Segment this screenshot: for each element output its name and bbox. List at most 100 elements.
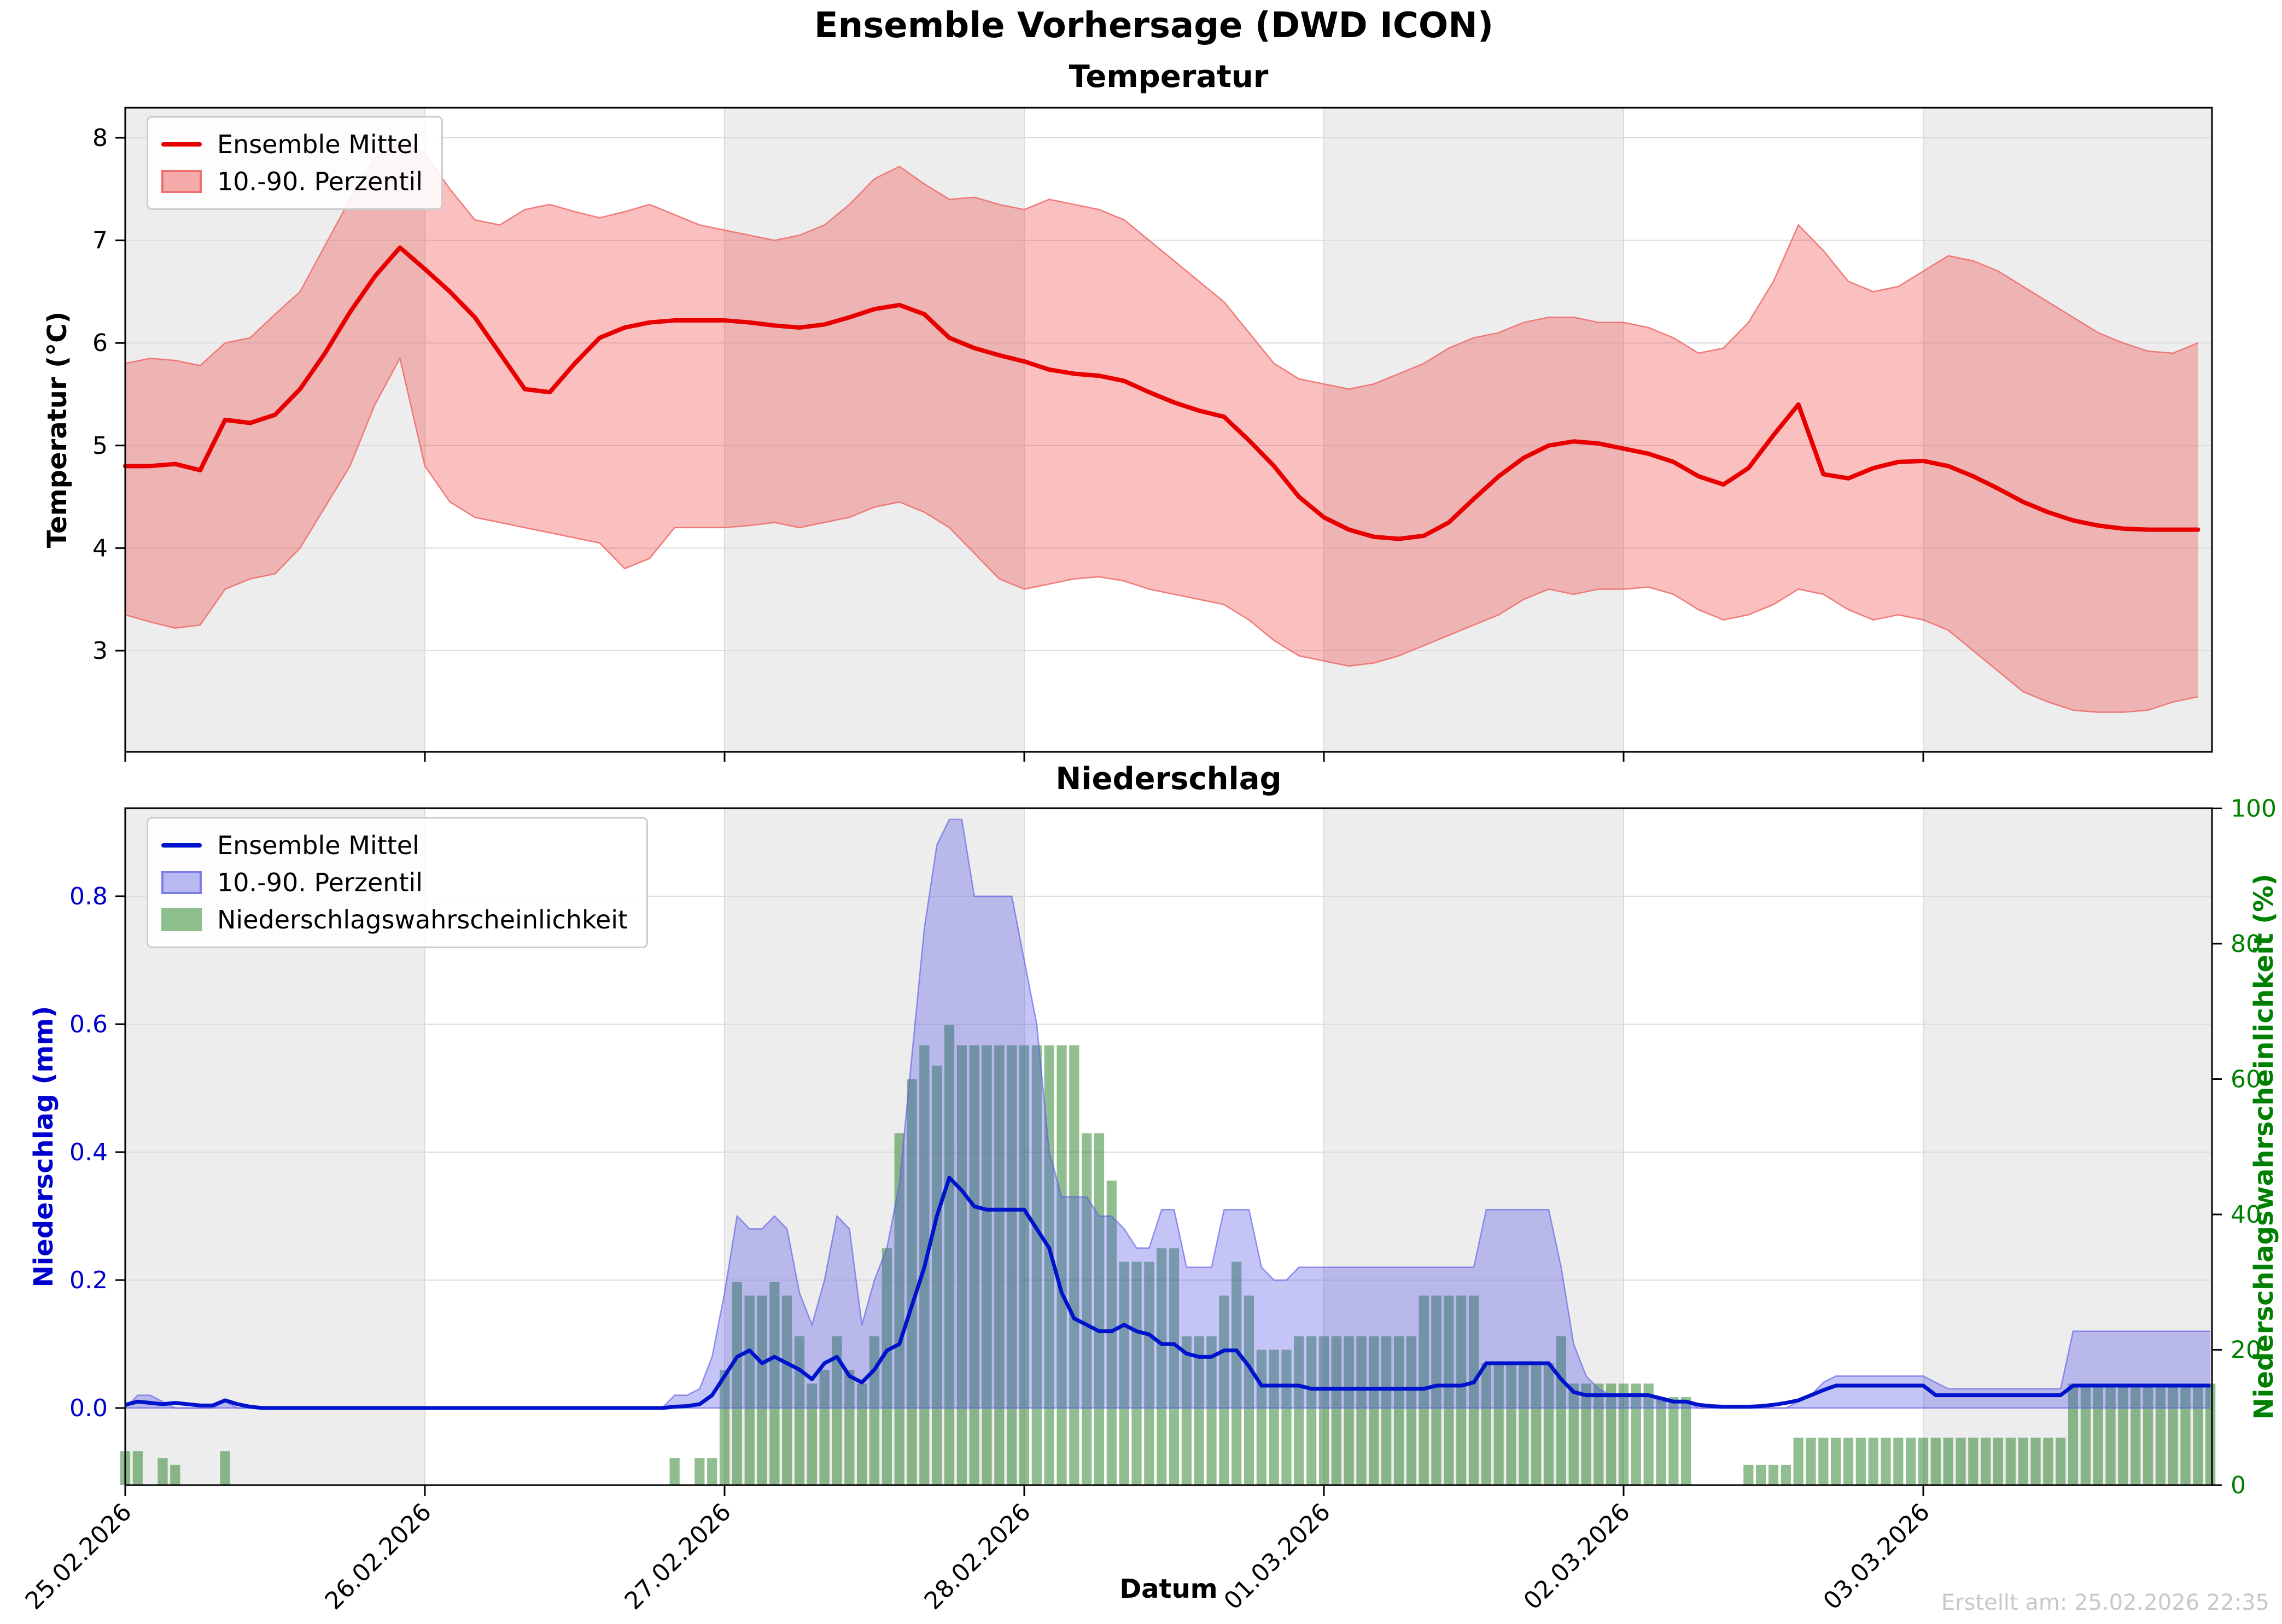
prob-bar	[2155, 1383, 2166, 1485]
prob-bar	[1843, 1438, 1854, 1485]
prob-bar	[1181, 1336, 1192, 1485]
prob-bar	[844, 1370, 855, 1485]
prob-bar	[1956, 1438, 1966, 1485]
prob-bar	[2180, 1383, 2191, 1485]
prob-bar	[1232, 1261, 1242, 1485]
prob-bar	[1406, 1336, 1416, 1485]
prob-bar	[1144, 1261, 1154, 1485]
precip-mm-tick-label: 0.6	[69, 1010, 108, 1038]
precip-mean-line	[125, 1176, 2211, 1410]
prob-bar	[2030, 1438, 2041, 1485]
temp-day-shading	[725, 108, 1024, 752]
prob-bar	[1531, 1363, 1542, 1485]
precip-pct-tick-label: 100	[2231, 795, 2277, 822]
prob-bar	[2105, 1383, 2116, 1485]
prob-bar	[1318, 1336, 1329, 1485]
prob-bar	[707, 1458, 717, 1485]
prob-bar	[1943, 1438, 1953, 1485]
precip-pct-tick-label: 40	[2231, 1201, 2261, 1229]
prob-bar	[1631, 1383, 1641, 1485]
legend-label: Ensemble Mittel	[217, 831, 419, 860]
prob-bar	[956, 1045, 967, 1485]
prob-bar	[1456, 1295, 1467, 1485]
prob-bar	[1281, 1350, 1292, 1485]
prob-bar	[1331, 1336, 1341, 1485]
prob-bar	[1818, 1438, 1829, 1485]
precip-probability-axis-label: Niederschlagswahrscheinlichkeit (%)	[2249, 873, 2279, 1420]
prob-bar	[1606, 1383, 1616, 1485]
prob-bar	[1881, 1438, 1891, 1485]
prob-bar	[1656, 1397, 1666, 1485]
prob-bar	[1031, 1045, 1042, 1485]
prob-bar	[1968, 1438, 1978, 1485]
x-date-tick-label: 28.02.2026	[919, 1498, 1036, 1615]
precipitation-plot-title: Niederschlag	[1055, 761, 1282, 797]
precip-mm-tick-label: 0.0	[69, 1394, 108, 1422]
temp-mean-line-swatch-icon	[161, 142, 202, 147]
temp-band-upper-edge	[125, 142, 2198, 390]
temp-ytick-label: 7	[92, 227, 108, 255]
prob-bar	[1369, 1336, 1379, 1485]
prob-bar	[2093, 1383, 2103, 1485]
x-date-tick-label: 26.02.2026	[320, 1498, 437, 1615]
prob-bar	[944, 1025, 955, 1485]
prob-bar	[2043, 1438, 2053, 1485]
prob-bar	[1344, 1336, 1354, 1485]
prob-bar	[1643, 1383, 1654, 1485]
prob-bar	[1044, 1045, 1054, 1485]
temperature-y-axis-label: Temperatur (°C)	[42, 311, 73, 548]
precip-mm-axis-label: Niederschlag (mm)	[28, 1006, 59, 1288]
prob-bar	[2143, 1383, 2153, 1485]
prob-bar	[1768, 1464, 1779, 1485]
temp-day-shading	[125, 108, 425, 752]
prob-bar	[1594, 1383, 1604, 1485]
legend-item-precip-probability: Niederschlagswahrscheinlichkeit	[161, 905, 628, 934]
x-date-tick-label: 01.03.2026	[1219, 1498, 1336, 1615]
prob-bar	[1131, 1261, 1142, 1485]
precip-mm-tick-label: 0.2	[69, 1266, 108, 1294]
prob-bar	[2056, 1438, 2066, 1485]
precip-pct-tick-label: 20	[2231, 1336, 2261, 1364]
precip-band-swatch-icon	[161, 871, 202, 894]
legend-label: Ensemble Mittel	[217, 130, 419, 159]
prob-bar	[1781, 1464, 1791, 1485]
prob-bar	[1269, 1350, 1279, 1485]
prob-bar	[1543, 1363, 1554, 1485]
prob-bar	[1756, 1464, 1766, 1485]
prob-bar	[1930, 1438, 1941, 1485]
figure-title: Ensemble Vorhersage (DWD ICON)	[814, 5, 1494, 46]
prob-bar	[1668, 1397, 1679, 1485]
prob-bar	[1868, 1438, 1878, 1485]
prob-bar	[1306, 1336, 1317, 1485]
prob-bar	[1831, 1438, 1841, 1485]
prob-bar	[1468, 1295, 1479, 1485]
prob-bar	[994, 1045, 1005, 1485]
prob-bar	[694, 1458, 705, 1485]
prob-bar	[220, 1451, 230, 1485]
prob-bar	[732, 1282, 742, 1485]
x-date-tick-label: 27.02.2026	[620, 1498, 737, 1615]
prob-bar	[757, 1295, 767, 1485]
prob-bar	[782, 1295, 792, 1485]
precipitation-legend: Ensemble Mittel 10.-90. Perzentil Nieder…	[147, 817, 649, 948]
legend-label: 10.-90. Perzentil	[217, 167, 423, 196]
legend-label: Niederschlagswahrscheinlichkeit	[217, 905, 628, 934]
prob-bar	[2193, 1383, 2203, 1485]
temp-ytick-label: 6	[92, 329, 108, 357]
prob-bar	[1157, 1248, 1167, 1485]
prob-bar	[2068, 1383, 2079, 1485]
legend-item-temp-mean: Ensemble Mittel	[161, 130, 423, 159]
created-timestamp: Erstellt am: 25.02.2026 22:35	[1941, 1590, 2269, 1615]
prob-bar	[1506, 1363, 1516, 1485]
legend-label: 10.-90. Perzentil	[217, 868, 423, 897]
prob-bar	[1993, 1438, 2004, 1485]
prob-bar	[1806, 1438, 1816, 1485]
precip-percentile-band	[125, 819, 2211, 1408]
precip-plot-spines	[124, 807, 2213, 1486]
prob-bar	[1893, 1438, 1904, 1485]
prob-bar	[1194, 1336, 1204, 1485]
prob-bar	[132, 1451, 143, 1485]
x-date-tick-label: 25.02.2026	[20, 1498, 137, 1615]
temp-day-shading	[1324, 108, 1624, 752]
